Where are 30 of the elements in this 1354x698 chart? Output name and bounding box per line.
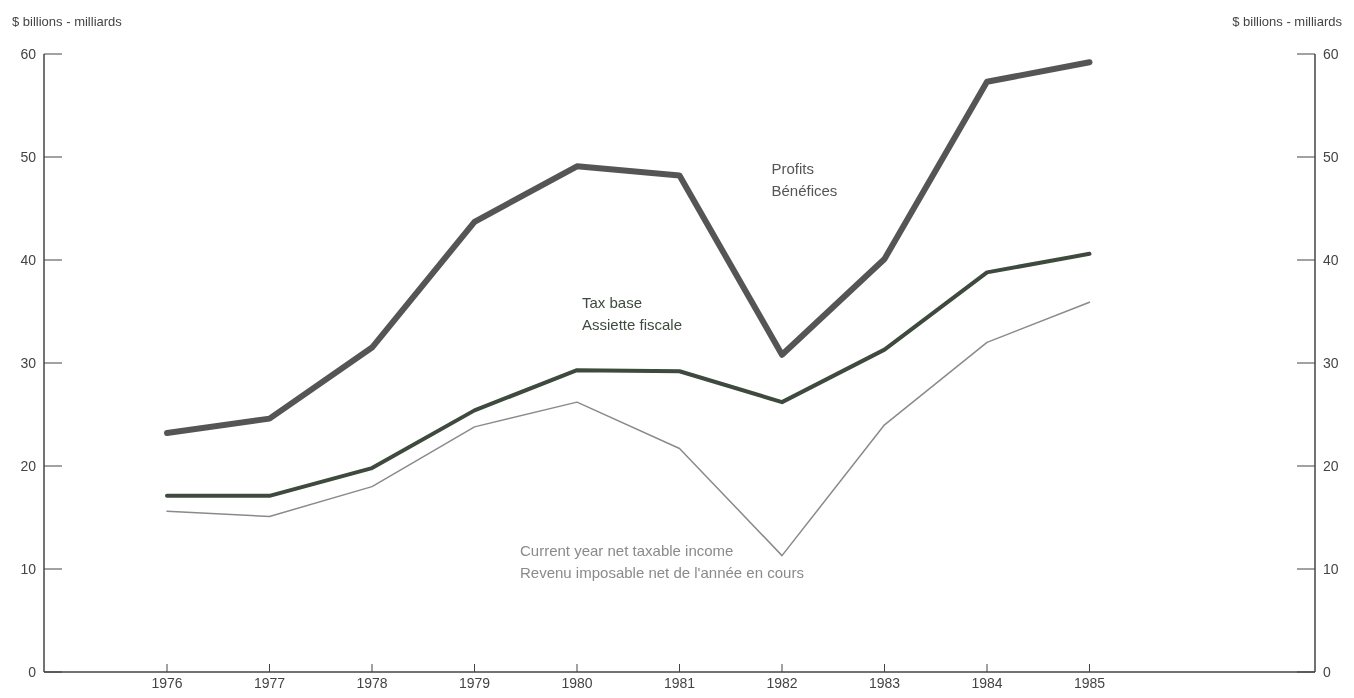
series-label: Current year net taxable income Revenu imposable net de l'année en cours [520, 541, 804, 581]
y2-tick-label: 0 [1323, 663, 1331, 680]
x-tick-label: 1976 [151, 675, 183, 691]
x-tick-label: 1984 [971, 675, 1003, 691]
x-tick-label: 1982 [766, 675, 798, 691]
y-axis-title: $ billions - milliards [12, 14, 123, 29]
y-tick-label: 10 [20, 560, 37, 577]
text: Profits Bénéfices [771, 159, 838, 199]
y2-tick-label: 10 [1323, 560, 1339, 577]
line-series [165, 251, 1092, 498]
y2-tick-label: 40 [1323, 251, 1339, 268]
x-tick-label: 1977 [253, 675, 286, 691]
y2-axis-title: $ billions - milliards [1232, 14, 1343, 29]
y-tick-label: 20 [20, 457, 37, 474]
x-tick-label: 1980 [561, 675, 593, 691]
x-tick-label: 1978 [356, 675, 388, 691]
y-tick-label: 50 [20, 148, 37, 165]
x-tick-label: 1979 [458, 675, 491, 691]
y-tick-label: 40 [20, 251, 37, 268]
x-tick-label: 1981 [663, 675, 696, 691]
y2-tick-label: 30 [1323, 354, 1339, 371]
x-tick-label: 1983 [868, 675, 901, 691]
y2-tick-label: 20 [1323, 457, 1339, 474]
y-tick-label: 0 [28, 663, 37, 680]
x-tick-label: 1985 [1073, 675, 1106, 691]
y2-tick-label: 50 [1323, 148, 1339, 165]
y2-tick-label: 60 [1323, 45, 1339, 62]
y-tick-label: 30 [20, 354, 37, 371]
text: Tax base Assiette fiscale [582, 294, 683, 334]
y-tick-label: 60 [20, 45, 37, 62]
